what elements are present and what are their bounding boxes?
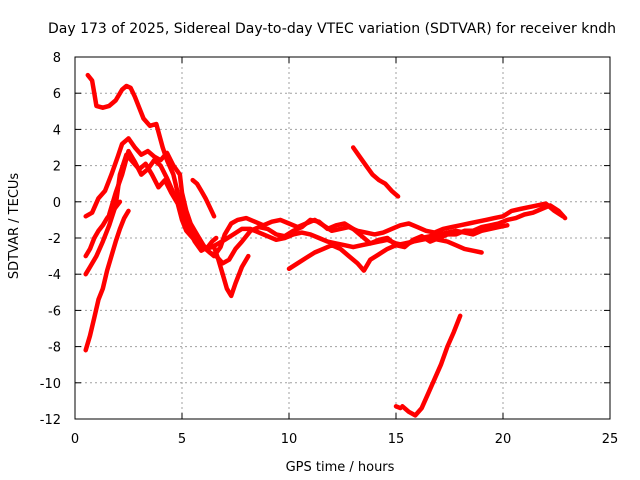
series-line-track-10	[350, 145, 401, 199]
series-line-track-3	[83, 152, 510, 277]
series-line-track-11	[400, 313, 463, 418]
ticks: 0 5 10 15 20 25 -12 -10 -8 -6 -4 -2 0 2 4 6 8	[40, 51, 619, 447]
x-tick-label: 10	[281, 432, 298, 447]
chart-title: Day 173 of 2025, Sidereal Day-to-day VTE…	[48, 21, 616, 37]
series-line-track-6	[106, 148, 219, 253]
series-line-track-7	[190, 177, 217, 219]
x-tick-label: 25	[602, 432, 619, 447]
x-axis-label: GPS time / hours	[286, 460, 395, 475]
y-tick-label: -8	[48, 341, 61, 356]
series-line-track-5	[83, 208, 131, 353]
x-tick-label: 0	[71, 432, 79, 447]
y-tick-label: 4	[53, 123, 61, 138]
series-layer	[83, 72, 568, 418]
grid	[75, 57, 610, 419]
x-tick-label: 5	[178, 432, 186, 447]
series-line-track-4	[83, 199, 123, 259]
y-tick-label: -6	[48, 304, 61, 319]
y-tick-label: 0	[53, 196, 61, 211]
series-line-track-12	[393, 404, 403, 411]
y-tick-label: 6	[53, 87, 61, 102]
y-tick-label: -10	[40, 377, 61, 392]
y-tick-label: 2	[53, 160, 61, 175]
series-line-track-9	[286, 235, 484, 273]
y-tick-label: -2	[48, 232, 61, 247]
y-tick-label: -12	[40, 413, 61, 428]
y-axis-label: SDTVAR / TECUs	[7, 173, 22, 280]
series-line-track-8	[211, 244, 251, 299]
y-tick-label: 8	[53, 51, 61, 66]
series-line-track-1	[85, 72, 566, 259]
y-tick-label: -4	[48, 268, 61, 283]
x-tick-label: 20	[495, 432, 512, 447]
x-tick-label: 15	[388, 432, 405, 447]
series-line-track-2	[83, 136, 568, 266]
